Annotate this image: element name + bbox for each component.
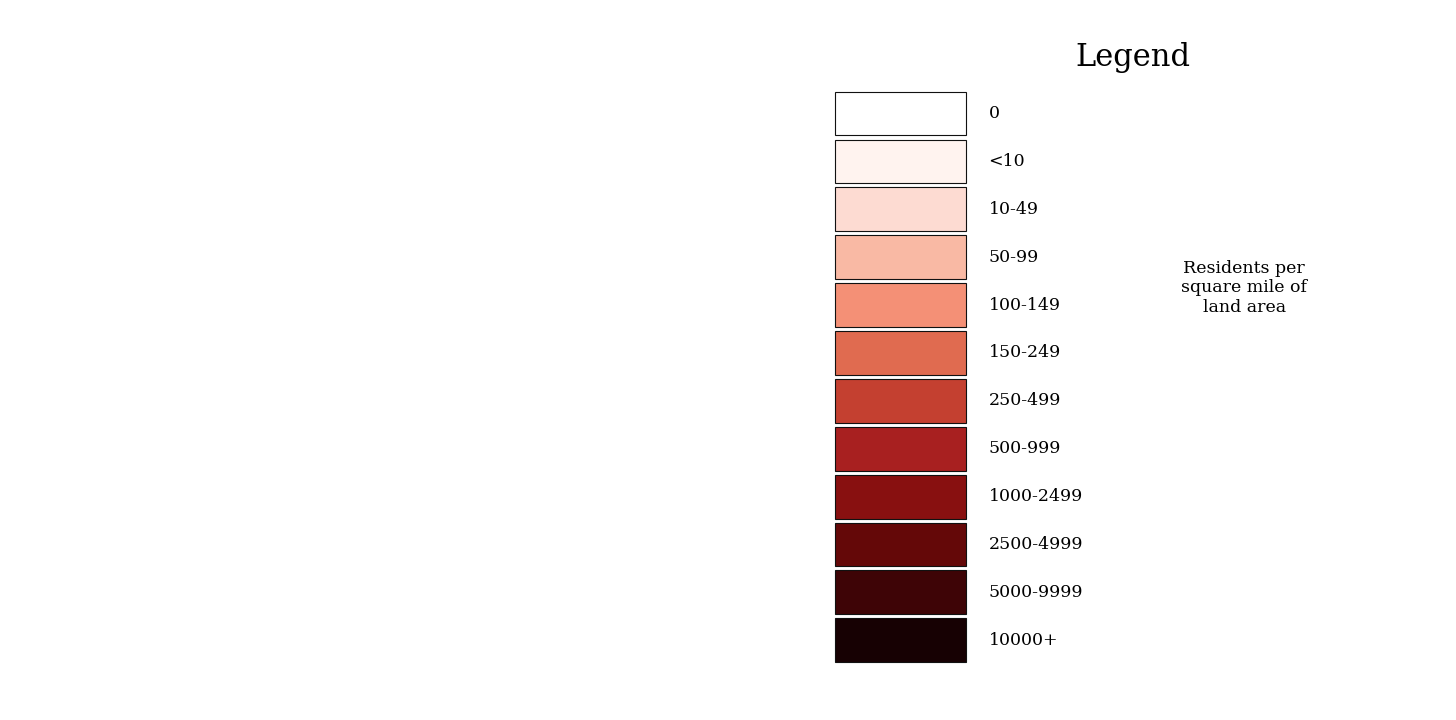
Text: 10-49: 10-49	[989, 201, 1038, 218]
FancyBboxPatch shape	[834, 427, 965, 471]
FancyBboxPatch shape	[834, 618, 965, 662]
Text: 0: 0	[989, 105, 1000, 122]
Text: Residents per
square mile of
land area: Residents per square mile of land area	[1181, 260, 1307, 316]
Text: 150-249: 150-249	[989, 344, 1061, 361]
FancyBboxPatch shape	[834, 570, 965, 614]
Text: 50-99: 50-99	[989, 248, 1040, 266]
FancyBboxPatch shape	[834, 140, 965, 184]
FancyBboxPatch shape	[834, 474, 965, 518]
FancyBboxPatch shape	[834, 331, 965, 375]
FancyBboxPatch shape	[834, 283, 965, 327]
Text: 10000+: 10000+	[989, 631, 1059, 649]
FancyBboxPatch shape	[834, 187, 965, 231]
Text: 2500-4999: 2500-4999	[989, 536, 1083, 553]
Text: 5000-9999: 5000-9999	[989, 584, 1083, 601]
FancyBboxPatch shape	[834, 379, 965, 423]
Text: 100-149: 100-149	[989, 297, 1060, 314]
Text: <10: <10	[989, 153, 1025, 170]
FancyBboxPatch shape	[834, 91, 965, 135]
Text: 500-999: 500-999	[989, 440, 1061, 457]
Text: 1000-2499: 1000-2499	[989, 488, 1083, 505]
FancyBboxPatch shape	[834, 523, 965, 567]
Text: 250-499: 250-499	[989, 392, 1061, 410]
Text: Legend: Legend	[1076, 42, 1190, 73]
FancyBboxPatch shape	[834, 235, 965, 279]
